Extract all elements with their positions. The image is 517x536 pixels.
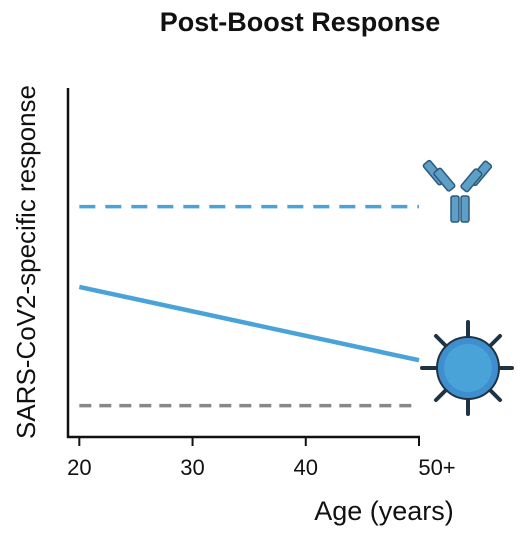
chart-title: Post-Boost Response bbox=[160, 7, 441, 37]
x-axis-label: Age (years) bbox=[314, 496, 454, 526]
x-tick-label: 40 bbox=[294, 455, 318, 480]
antibody-icon bbox=[423, 160, 493, 222]
x-tick-label: 20 bbox=[67, 455, 91, 480]
t-cell-icon bbox=[422, 322, 512, 414]
x-tick-label: 50+ bbox=[418, 455, 455, 480]
chart: Post-Boost Response Age (years) SARS-CoV… bbox=[0, 0, 517, 536]
x-tick-label: 30 bbox=[180, 455, 204, 480]
y-axis-label: SARS-CoV2-specific response bbox=[11, 85, 41, 439]
series-line bbox=[79, 287, 419, 360]
